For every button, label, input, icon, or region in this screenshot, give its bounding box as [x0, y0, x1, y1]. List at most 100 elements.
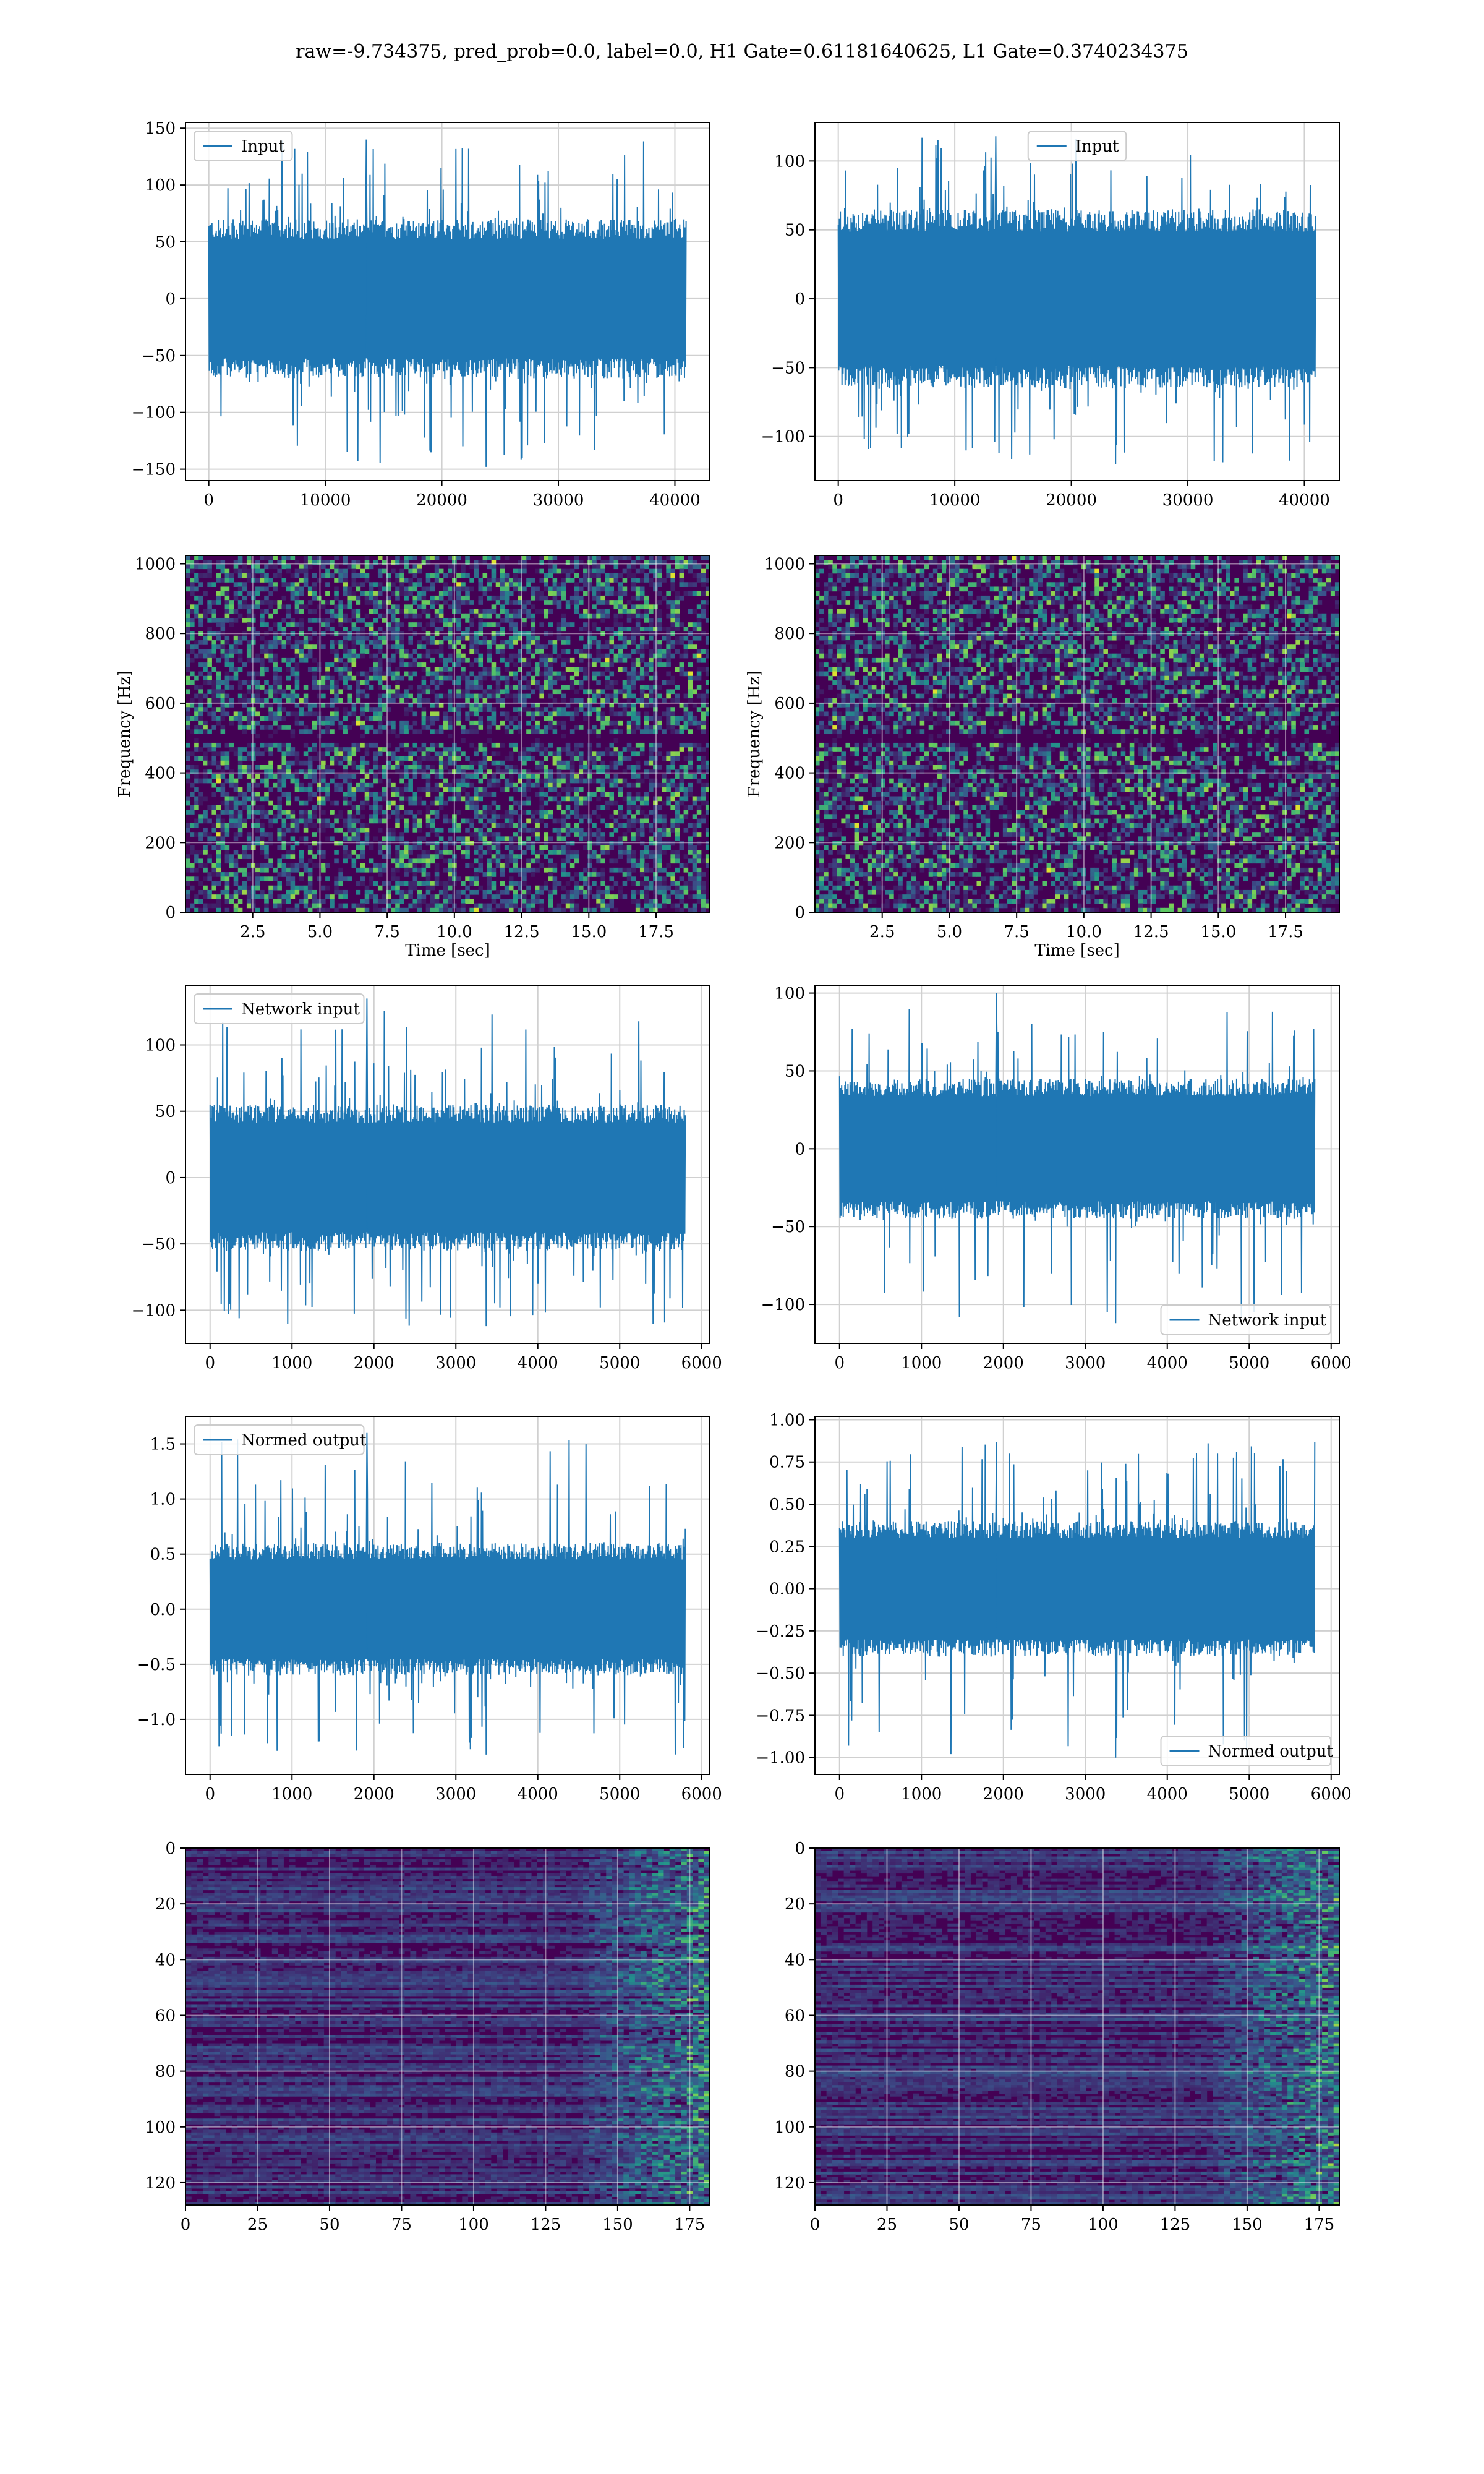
heatmap-cell: [526, 819, 531, 824]
heatmap-cell: [412, 823, 417, 828]
heatmap-cell: [509, 858, 514, 863]
heatmap-cell: [526, 555, 531, 560]
heatmap-cell: [561, 614, 566, 618]
heatmap-cell: [360, 569, 365, 574]
heatmap-cell: [500, 872, 505, 877]
heatmap-cell: [600, 858, 605, 863]
heatmap-cell: [478, 796, 483, 801]
heatmap-cell: [299, 721, 304, 726]
heatmap-cell: [448, 769, 453, 774]
heatmap-cell: [461, 850, 466, 855]
heatmap-cell: [412, 609, 417, 614]
heatmap-cell: [408, 654, 413, 659]
heatmap-cell: [469, 711, 474, 716]
heatmap-cell: [321, 573, 326, 578]
heatmap-cell: [251, 707, 256, 712]
heatmap-cell: [190, 622, 195, 627]
heatmap-cell: [234, 747, 239, 752]
heatmap-cell: [225, 649, 230, 654]
heatmap-cell: [631, 627, 636, 631]
heatmap-cell: [408, 707, 413, 712]
heatmap-cell: [657, 751, 662, 756]
heatmap-cell: [194, 564, 199, 569]
heatmap-cell: [378, 747, 383, 752]
heatmap-cell: [456, 769, 461, 774]
heatmap-cell: [216, 694, 221, 699]
heatmap-cell: [548, 622, 553, 627]
heatmap-cell: [670, 796, 675, 801]
heatmap-cell: [334, 756, 339, 761]
heatmap-cell: [544, 881, 548, 886]
heatmap-cell: [688, 876, 693, 881]
heatmap-cell: [435, 729, 440, 734]
heatmap-cell: [627, 721, 632, 726]
heatmap-cell: [194, 854, 199, 859]
heatmap-cell: [194, 654, 199, 659]
heatmap-cell: [255, 792, 260, 797]
heatmap-cell: [221, 841, 226, 846]
heatmap-cell: [631, 636, 636, 641]
heatmap-cell: [221, 890, 226, 895]
heatmap-cell: [229, 573, 234, 578]
heatmap-cell: [539, 707, 544, 712]
heatmap-cell: [439, 649, 444, 654]
heatmap-cell: [229, 618, 234, 623]
heatmap-cell: [487, 582, 492, 587]
heatmap-cell: [492, 640, 497, 645]
heatmap-cell: [688, 872, 693, 877]
heatmap-cell: [614, 725, 619, 730]
heatmap-cell: [526, 769, 531, 774]
heatmap-cell: [260, 600, 265, 605]
heatmap-cell: [684, 721, 689, 726]
heatmap-cell: [291, 828, 296, 833]
heatmap-cell: [631, 685, 636, 690]
heatmap-cell: [627, 783, 632, 788]
heatmap-cell: [299, 658, 304, 663]
heatmap-cell: [675, 787, 680, 792]
heatmap-cell: [500, 769, 505, 774]
heatmap-cell: [596, 672, 601, 677]
heatmap-cell: [653, 707, 658, 712]
heatmap-cell: [539, 819, 544, 824]
heatmap-cell: [221, 725, 226, 730]
heatmap-cell: [198, 814, 203, 819]
heatmap-cell: [439, 751, 444, 756]
heatmap-cell: [435, 627, 440, 631]
heatmap-cell: [526, 662, 531, 667]
heatmap-cell: [693, 850, 697, 855]
heatmap-cell: [526, 644, 531, 649]
heatmap-cell: [483, 640, 488, 645]
heatmap-cell: [229, 823, 234, 828]
heatmap-cell: [277, 685, 282, 690]
heatmap-cell: [211, 654, 216, 659]
heatmap-cell: [496, 761, 501, 766]
heatmap-cell: [631, 783, 636, 788]
heatmap-cell: [531, 819, 535, 824]
heatmap-cell: [592, 622, 597, 627]
heatmap-cell: [461, 614, 466, 618]
heatmap-cell: [234, 836, 239, 841]
heatmap-cell: [456, 555, 461, 560]
heatmap-cell: [312, 769, 317, 774]
heatmap-cell: [404, 854, 409, 859]
heatmap-cell: [574, 672, 579, 677]
heatmap-cell: [334, 694, 339, 699]
heatmap-cell: [670, 858, 675, 863]
heatmap-cell: [194, 774, 199, 779]
heatmap-cell: [513, 858, 518, 863]
heatmap-cell: [238, 823, 243, 828]
heatmap-cell: [391, 868, 396, 873]
heatmap-cell: [343, 747, 348, 752]
heatmap-cell: [334, 751, 339, 756]
heatmap-cell: [229, 578, 234, 583]
heatmap-cell: [255, 872, 260, 877]
heatmap-cell: [395, 863, 400, 868]
heatmap-cell: [238, 555, 243, 560]
heatmap-cell: [701, 761, 706, 766]
heatmap-cell: [570, 769, 575, 774]
heatmap-cell: [614, 779, 619, 784]
heatmap-cell: [636, 832, 641, 837]
heatmap-cell: [456, 721, 461, 726]
heatmap-cell: [693, 689, 697, 694]
heatmap-cell: [308, 765, 313, 770]
